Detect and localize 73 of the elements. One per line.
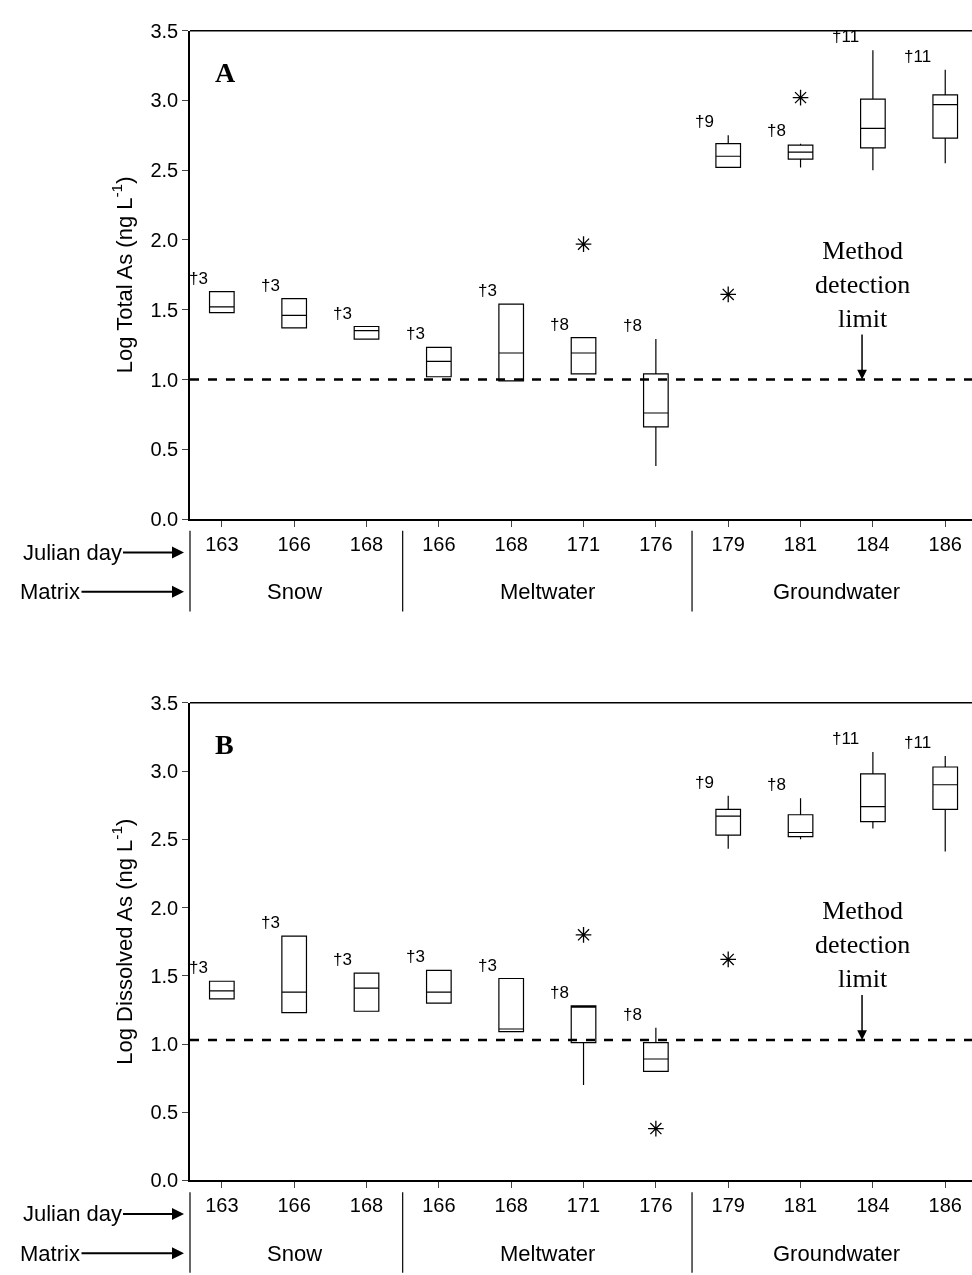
y-tick-label: 2.5 — [150, 828, 179, 851]
x-tick-label: 181 — [783, 1194, 818, 1217]
annotation: †8 — [767, 121, 786, 140]
annotation: †3 — [261, 276, 280, 295]
annotation: †3 — [478, 956, 497, 975]
y-tick-label: 3.0 — [150, 760, 179, 783]
y-tick-label: 2.0 — [150, 896, 179, 919]
annotation: †3 — [261, 913, 280, 932]
annotation: †3 — [333, 304, 352, 323]
x-tick-label: 166 — [422, 1194, 456, 1217]
annotation: †8 — [623, 1005, 642, 1024]
annotation: †8 — [550, 983, 569, 1002]
x-tick-label: 181 — [783, 532, 818, 555]
annotation: †11 — [832, 729, 860, 748]
text: Meltwater — [500, 579, 596, 604]
annotation: †3 — [406, 324, 425, 343]
text: Groundwater — [773, 579, 901, 604]
y-tick-label: 1.5 — [150, 298, 179, 321]
annotation: †8 — [550, 315, 569, 334]
annotation: B — [215, 729, 234, 760]
ref-line-label: Method detection limit — [815, 236, 911, 333]
y-tick-label: 2.0 — [150, 228, 179, 251]
annotation: †8 — [767, 775, 786, 794]
x-tick-label: 163 — [205, 532, 239, 555]
y-tick-label: 1.0 — [150, 368, 179, 391]
y-tick-label: 2.5 — [150, 159, 179, 182]
x-tick-label: 168 — [494, 532, 528, 555]
x-tick-label: 168 — [494, 1194, 528, 1217]
text: Snow — [267, 1241, 323, 1266]
annotation: †3 — [406, 947, 425, 966]
y-tick-label: 3.5 — [150, 691, 179, 714]
x-tick-label: 184 — [856, 532, 890, 555]
text: Julian day — [23, 1201, 123, 1226]
annotation: A — [215, 57, 236, 88]
text: Groundwater — [773, 1241, 901, 1266]
y-tick-label: 3.0 — [150, 89, 179, 112]
x-tick-label: 166 — [277, 1194, 311, 1217]
y-tick-label: 1.5 — [150, 964, 179, 987]
annotation: †11 — [904, 733, 932, 752]
annotation: †3 — [189, 958, 208, 977]
y-tick-label: 0.5 — [150, 438, 179, 461]
ref-line-label: Method detection limit — [815, 896, 911, 993]
annotation: †8 — [623, 316, 642, 335]
x-tick-label: 179 — [711, 1194, 745, 1217]
text: Snow — [267, 579, 323, 604]
x-tick-label: 184 — [856, 1194, 890, 1217]
x-tick-label: 168 — [349, 532, 384, 555]
x-tick-label: 166 — [422, 532, 456, 555]
annotation: †3 — [189, 269, 208, 288]
y-tick-label: 1.0 — [150, 1033, 179, 1055]
annotation: †11 — [904, 47, 932, 66]
text: Matrix — [20, 1241, 80, 1266]
x-tick-label: 186 — [928, 1194, 962, 1217]
y-tick-label: 0.0 — [150, 508, 179, 531]
x-tick-label: 176 — [639, 1194, 673, 1217]
x-tick-label: 166 — [277, 532, 311, 555]
annotation: †3 — [333, 950, 352, 969]
x-tick-label: 179 — [711, 532, 745, 555]
annotation: †9 — [695, 112, 714, 131]
x-tick-label: 176 — [639, 532, 673, 555]
annotation: †9 — [695, 773, 714, 792]
x-tick-label: 168 — [349, 1194, 384, 1217]
y-tick-label: 0.5 — [150, 1101, 179, 1124]
annotation: †3 — [478, 281, 497, 300]
y-tick-label: 0.0 — [150, 1169, 179, 1192]
x-tick-label: 171 — [566, 532, 601, 555]
x-tick-label: 171 — [566, 1194, 601, 1217]
text: Julian day — [23, 540, 123, 565]
text: Matrix — [20, 579, 80, 604]
text: Meltwater — [500, 1241, 596, 1266]
x-tick-label: 186 — [928, 532, 962, 555]
y-tick-label: 3.5 — [150, 19, 179, 42]
x-tick-label: 163 — [205, 1194, 239, 1217]
